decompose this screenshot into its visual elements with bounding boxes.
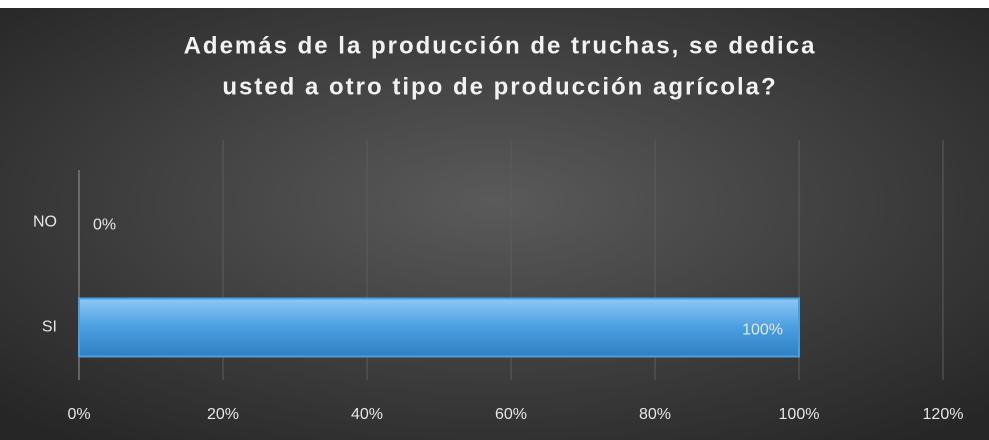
x-tick-label: 60% bbox=[495, 406, 527, 423]
bar bbox=[78, 297, 800, 358]
y-tick-label: SI bbox=[42, 319, 57, 336]
x-tick-label: 0% bbox=[67, 406, 90, 423]
data-label: 0% bbox=[93, 217, 116, 234]
x-tick-label: 40% bbox=[351, 406, 383, 423]
y-tick-label: NO bbox=[33, 214, 57, 231]
x-tick-label: 80% bbox=[639, 406, 671, 423]
x-tick-label: 120% bbox=[923, 406, 964, 423]
x-tick-label: 100% bbox=[779, 406, 820, 423]
x-tick-label: 20% bbox=[207, 406, 239, 423]
chart-title: usted a otro tipo de producción agrícola… bbox=[222, 73, 777, 100]
data-label: 100% bbox=[742, 322, 783, 339]
background bbox=[0, 8, 989, 440]
chart-title: Además de la producción de truchas, se d… bbox=[184, 32, 817, 59]
